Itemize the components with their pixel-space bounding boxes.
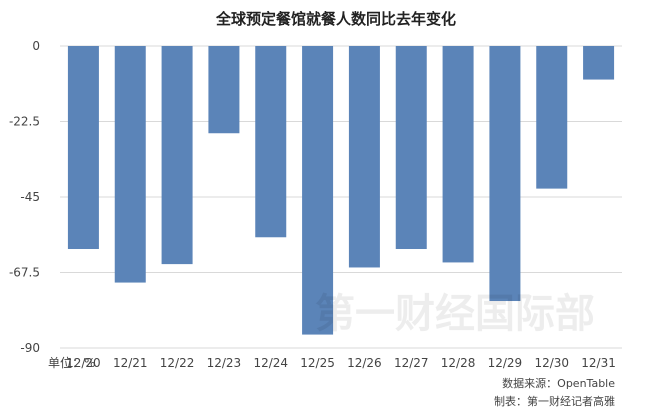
- x-axis-ticks: 12/20 12/21 12/22 12/23 12/24 12/25 12/26 12/27…: [66, 356, 616, 370]
- y-tick-label: -67.5: [9, 266, 40, 280]
- x-tick-label: 12/26: [347, 356, 382, 370]
- watermark: 第一财经国际部: [315, 291, 595, 337]
- bar-12-27: [395, 46, 427, 250]
- bar-12-25: [302, 46, 334, 335]
- bar-12-21: [114, 46, 146, 283]
- x-tick-label: 12/20: [66, 356, 101, 370]
- bar-12-23: [208, 46, 240, 134]
- bar-12-20: [67, 46, 99, 250]
- gridlines: [60, 45, 622, 349]
- y-axis-ticks: 0 -22.5 -45 -67.5 -90: [9, 39, 40, 355]
- y-tick-label: -45: [20, 190, 40, 204]
- y-tick-label: -90: [20, 341, 40, 355]
- x-tick-label: 12/23: [207, 356, 242, 370]
- unit-label: 单位：%: [48, 355, 95, 370]
- x-tick-label: 12/29: [488, 356, 523, 370]
- x-tick-label: 12/22: [160, 356, 195, 370]
- bar-12-22: [161, 46, 193, 265]
- x-tick-label: 12/28: [441, 356, 476, 370]
- x-tick-label: 12/30: [534, 356, 569, 370]
- bar-12-28: [442, 46, 474, 263]
- x-tick-label: 12/24: [253, 356, 288, 370]
- bars: [67, 46, 615, 335]
- x-tick-label: 12/27: [394, 356, 429, 370]
- bar-12-24: [255, 46, 287, 238]
- bar-12-29: [489, 46, 521, 302]
- x-tick-label: 12/31: [581, 356, 616, 370]
- y-tick-label: 0: [32, 39, 40, 53]
- bar-12-26: [348, 46, 380, 268]
- y-tick-label: -22.5: [9, 115, 40, 129]
- chart-title: 全球预定餐馆就餐人数同比去年变化: [215, 10, 456, 28]
- author-note: 制表：第一财经记者高雅: [494, 394, 615, 408]
- source-note: 数据来源：OpenTable: [502, 376, 615, 390]
- bar-12-30: [536, 46, 568, 189]
- bar-12-31: [583, 46, 615, 80]
- x-tick-label: 12/21: [113, 356, 148, 370]
- x-tick-label: 12/25: [300, 356, 335, 370]
